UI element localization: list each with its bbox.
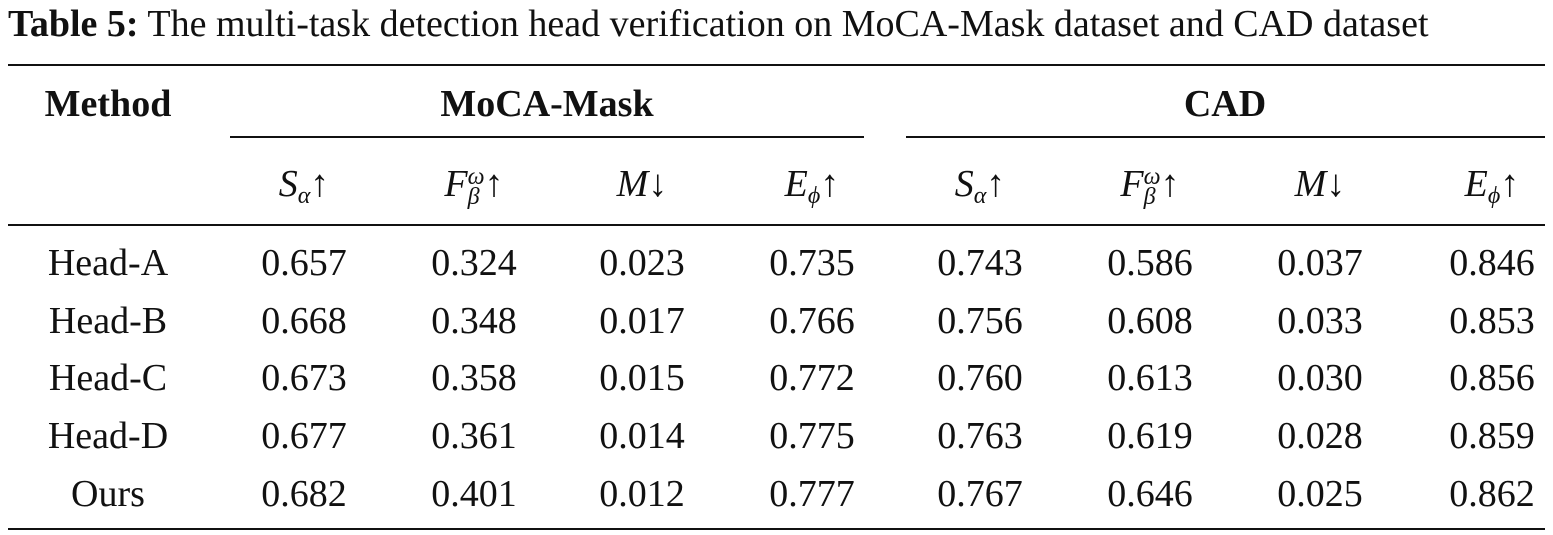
- moca-mask-group-rule: [230, 136, 864, 138]
- metric-superscript: ω: [467, 164, 485, 191]
- metric-symbol: S: [954, 163, 974, 205]
- metric-symbol: F: [444, 163, 468, 205]
- table-cell: 0.023: [599, 242, 685, 284]
- table-cell: 0.619: [1107, 415, 1193, 457]
- table-cell: 0.846: [1449, 242, 1535, 284]
- table-cell: 0.760: [937, 357, 1023, 399]
- caption-label: Table 5:: [8, 3, 139, 45]
- metric-symbol: E: [1464, 163, 1488, 205]
- arrow-up-icon: ↑: [986, 163, 1006, 205]
- row-method: Head-C: [48, 357, 168, 399]
- metric-header: M↓: [557, 162, 727, 206]
- table-cell: 0.767: [937, 473, 1023, 515]
- metric-header: M↓: [1235, 162, 1405, 206]
- table-cell: 0.361: [431, 415, 517, 457]
- arrow-down-icon: ↓: [648, 163, 668, 205]
- table-cell: 0.772: [769, 357, 855, 399]
- caption-text: The multi-task detection head verificati…: [147, 3, 1429, 45]
- bottom-rule: [8, 528, 1545, 530]
- arrow-up-icon: ↑: [484, 163, 504, 205]
- arrow-up-icon: ↑: [1160, 163, 1180, 205]
- table-cell: 0.025: [1277, 473, 1363, 515]
- metric-symbol: F: [1120, 163, 1144, 205]
- table-cell: 0.756: [937, 300, 1023, 342]
- table-cell: 0.766: [769, 300, 855, 342]
- row-method: Head-B: [48, 300, 168, 342]
- metric-subscript: α: [973, 183, 987, 210]
- moca-mask-header: MoCA-Mask: [440, 83, 654, 125]
- row-method: Head-D: [47, 415, 169, 457]
- table-cell: 0.030: [1277, 357, 1363, 399]
- table-cell: 0.775: [769, 415, 855, 457]
- table-cell: 0.014: [599, 415, 685, 457]
- table-caption: Table 5: The multi-task detection head v…: [8, 2, 1553, 46]
- metric-symbol: M: [1294, 163, 1327, 205]
- table-cell: 0.682: [261, 473, 347, 515]
- table-cell: 0.735: [769, 242, 855, 284]
- table-cell: 0.677: [261, 415, 347, 457]
- table-cell: 0.324: [431, 242, 517, 284]
- metric-subscript: β: [1143, 184, 1156, 211]
- cad-header: CAD: [1183, 83, 1267, 125]
- table-cell: 0.763: [937, 415, 1023, 457]
- arrow-up-icon: ↑: [820, 163, 840, 205]
- table-cell: 0.646: [1107, 473, 1193, 515]
- table-cell: 0.015: [599, 357, 685, 399]
- table-cell: 0.613: [1107, 357, 1193, 399]
- table-cell: 0.028: [1277, 415, 1363, 457]
- method-header: Method: [44, 83, 172, 125]
- metric-symbol: M: [616, 163, 649, 205]
- table-cell: 0.586: [1107, 242, 1193, 284]
- table-cell: 0.657: [261, 242, 347, 284]
- table-cell: 0.859: [1449, 415, 1535, 457]
- table-cell: 0.358: [431, 357, 517, 399]
- arrow-up-icon: ↑: [310, 163, 330, 205]
- metric-symbol: S: [278, 163, 298, 205]
- table-cell: 0.608: [1107, 300, 1193, 342]
- table-cell: 0.862: [1449, 473, 1535, 515]
- table-cell: 0.012: [599, 473, 685, 515]
- metric-symbol: E: [784, 163, 808, 205]
- table-cell: 0.017: [599, 300, 685, 342]
- table-cell: 0.743: [937, 242, 1023, 284]
- table-cell: 0.777: [769, 473, 855, 515]
- metric-subscript: ϕ: [1487, 183, 1501, 210]
- arrow-down-icon: ↓: [1326, 163, 1346, 205]
- table-cell: 0.853: [1449, 300, 1535, 342]
- table-cell: 0.668: [261, 300, 347, 342]
- top-rule: [8, 64, 1545, 66]
- table-cell: 0.856: [1449, 357, 1535, 399]
- row-method: Ours: [71, 473, 145, 515]
- table-cell: 0.673: [261, 357, 347, 399]
- table-cell: 0.033: [1277, 300, 1363, 342]
- metric-subscript: α: [297, 183, 311, 210]
- table-cell: 0.348: [431, 300, 517, 342]
- row-method: Head-A: [47, 242, 169, 284]
- cad-group-rule: [906, 136, 1545, 138]
- arrow-up-icon: ↑: [1500, 163, 1520, 205]
- table-cell: 0.401: [431, 473, 517, 515]
- table-cell: 0.037: [1277, 242, 1363, 284]
- metric-subscript: ϕ: [807, 183, 821, 210]
- header-bottom-rule: [8, 224, 1545, 226]
- metric-superscript: ω: [1143, 164, 1161, 191]
- metric-subscript: β: [467, 184, 480, 211]
